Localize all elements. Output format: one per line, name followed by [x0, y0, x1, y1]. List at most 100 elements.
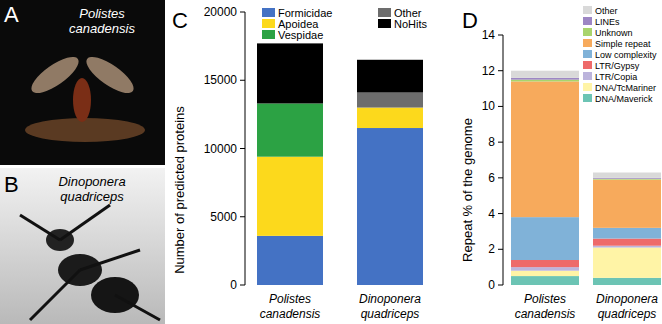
bar-segment [357, 108, 423, 128]
legend-swatch [583, 28, 592, 36]
label-line: Dinoponera [359, 292, 421, 306]
legend-label: Low complexity [595, 50, 657, 60]
bar-segment [593, 178, 661, 180]
y-tick-label: 14 [482, 28, 496, 42]
y-tick [240, 216, 245, 217]
bar-segment [511, 217, 579, 260]
bar-segment [511, 80, 579, 82]
panel-caption: Polistescanadensis [69, 6, 135, 36]
y-tick-label: 20000 [204, 5, 238, 19]
y-tick [498, 285, 503, 286]
photo-leg [115, 295, 160, 320]
label-line: Dinoponera [596, 292, 658, 306]
legend-label: DNA/TcMariner [595, 83, 656, 93]
caption-line: canadensis [69, 21, 135, 36]
legend-label: LINEs [595, 17, 620, 27]
panel-letter: C [172, 8, 188, 33]
legend-swatch [378, 19, 391, 28]
legend-label: Other [595, 6, 618, 16]
bar-segment [511, 78, 579, 80]
y-tick-label: 8 [488, 135, 495, 149]
bar-segment [257, 103, 323, 156]
chart: 05000100001500020000Number of predicted … [172, 5, 428, 321]
caption-line: quadriceps [60, 189, 124, 204]
photo-a [0, 0, 165, 165]
y-tick [498, 177, 503, 178]
bar-segment [593, 180, 661, 228]
photo-nest [25, 118, 145, 142]
y-tick-label: 0 [488, 278, 495, 292]
bar-segment [511, 71, 579, 78]
x-tick-label: Dinoponeraquadriceps [359, 292, 421, 321]
y-tick [498, 142, 503, 143]
bar-segment [257, 43, 323, 103]
legend-swatch [262, 19, 275, 28]
y-tick [240, 285, 245, 286]
bar-segment [511, 267, 579, 271]
legend-swatch [583, 6, 592, 14]
bar-segment [357, 93, 423, 108]
bar-segment [593, 248, 661, 278]
bars [511, 71, 661, 285]
bar-segment [257, 157, 323, 236]
y-tick-label: 15000 [204, 73, 238, 87]
y-tick-label: 2 [488, 242, 495, 256]
legend: FormicidaeApoideaVespidaeOtherNoHits [262, 7, 428, 41]
bar-segment [511, 81, 579, 217]
caption-line: Dinoponera [58, 174, 125, 189]
legend-label: Unknown [595, 28, 633, 38]
legend-label: DNA/Maverick [595, 94, 653, 104]
y-tick-label: 10 [482, 99, 496, 113]
bar-segment [357, 60, 423, 93]
photo-body [73, 78, 91, 122]
legend-swatch [262, 8, 275, 17]
bar-segment [511, 271, 579, 276]
x-tick-label: Polistescanadensis [515, 292, 576, 321]
photo-leg [30, 270, 80, 320]
bar-segment [593, 228, 661, 239]
bar-segment [593, 246, 661, 248]
legend-swatch [583, 72, 592, 80]
legend-swatch [583, 61, 592, 69]
legend-swatch [583, 83, 592, 91]
label-line: Polistes [524, 292, 566, 306]
legend-swatch [583, 50, 592, 58]
panel-letter: A [4, 2, 19, 27]
y-tick [240, 80, 245, 81]
y-tick [498, 70, 503, 71]
y-axis-label: Number of predicted proteins [172, 106, 187, 274]
bar-segment [357, 128, 423, 285]
legend-label: LTR/Copia [595, 72, 637, 82]
legend-label: NoHits [394, 18, 428, 30]
panel-letter: B [4, 172, 19, 197]
panel-caption: Dinoponeraquadriceps [58, 174, 125, 204]
bar-segment [593, 278, 661, 285]
legend-swatch [378, 8, 391, 17]
label-line: quadriceps [361, 307, 420, 321]
y-tick [498, 249, 503, 250]
bar-segment [257, 236, 323, 285]
y-tick [498, 35, 503, 36]
photo-b [0, 168, 165, 324]
y-tick [498, 106, 503, 107]
bar-segment [511, 276, 579, 285]
chart: 02468101214Repeat % of the genomePoliste… [460, 6, 661, 321]
y-tick-label: 4 [488, 207, 495, 221]
legend-swatch [583, 94, 592, 102]
y-tick-label: 10000 [204, 142, 238, 156]
bars [257, 43, 423, 285]
bar-segment [593, 173, 661, 178]
x-tick-label: Polistescanadensis [260, 292, 321, 321]
panel-letter: D [462, 8, 478, 33]
y-tick [240, 148, 245, 149]
legend-swatch [262, 30, 275, 39]
legend-swatch [583, 17, 592, 25]
caption-line: Polistes [79, 6, 125, 21]
y-tick-label: 5000 [210, 210, 237, 224]
y-axis [503, 35, 504, 285]
photo-leg [80, 250, 140, 270]
label-line: quadriceps [598, 307, 657, 321]
y-tick-label: 6 [488, 171, 495, 185]
legend-swatch [583, 39, 592, 47]
y-tick [240, 12, 245, 13]
